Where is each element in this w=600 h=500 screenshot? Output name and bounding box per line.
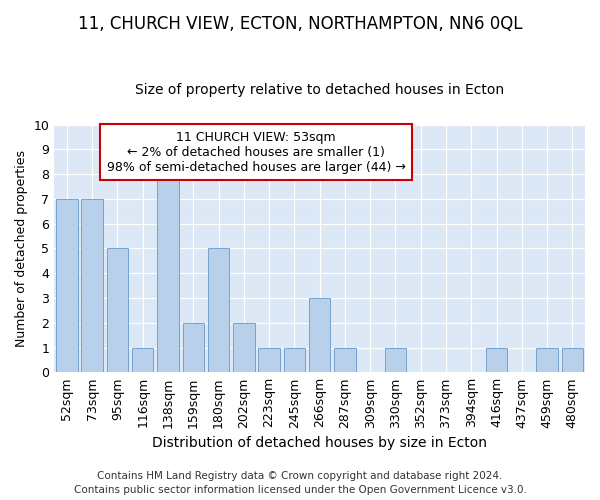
Bar <box>284 348 305 372</box>
Bar <box>259 348 280 372</box>
Bar <box>385 348 406 372</box>
Bar <box>182 323 204 372</box>
Bar <box>208 248 229 372</box>
Bar <box>132 348 154 372</box>
Text: Contains HM Land Registry data © Crown copyright and database right 2024.
Contai: Contains HM Land Registry data © Crown c… <box>74 471 526 495</box>
Bar <box>157 174 179 372</box>
Y-axis label: Number of detached properties: Number of detached properties <box>15 150 28 347</box>
Bar <box>536 348 558 372</box>
Bar <box>562 348 583 372</box>
Bar <box>82 199 103 372</box>
X-axis label: Distribution of detached houses by size in Ecton: Distribution of detached houses by size … <box>152 436 487 450</box>
Bar <box>486 348 507 372</box>
Bar <box>334 348 356 372</box>
Bar <box>107 248 128 372</box>
Bar <box>309 298 331 372</box>
Text: 11 CHURCH VIEW: 53sqm
← 2% of detached houses are smaller (1)
98% of semi-detach: 11 CHURCH VIEW: 53sqm ← 2% of detached h… <box>107 130 406 174</box>
Bar <box>56 199 77 372</box>
Text: 11, CHURCH VIEW, ECTON, NORTHAMPTON, NN6 0QL: 11, CHURCH VIEW, ECTON, NORTHAMPTON, NN6… <box>78 15 522 33</box>
Title: Size of property relative to detached houses in Ecton: Size of property relative to detached ho… <box>135 83 504 97</box>
Bar <box>233 323 254 372</box>
